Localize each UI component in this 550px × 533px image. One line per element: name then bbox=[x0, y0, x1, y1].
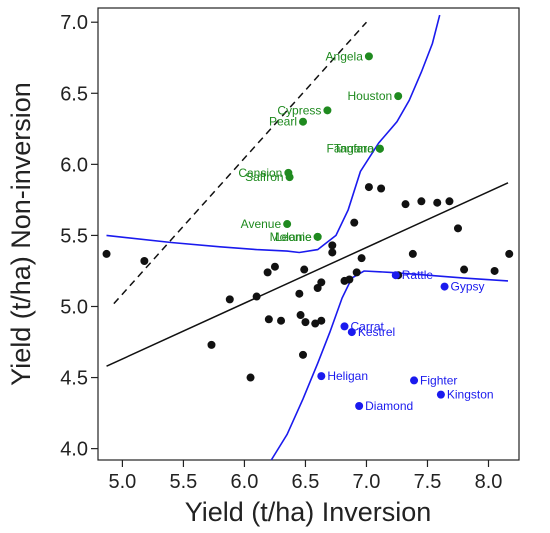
y-tick-label: 7.0 bbox=[60, 12, 88, 34]
data-point bbox=[246, 373, 255, 382]
data-point bbox=[301, 318, 310, 327]
curve-2 bbox=[270, 270, 509, 461]
data-point bbox=[408, 249, 417, 258]
plot-area-frame bbox=[97, 7, 520, 461]
point-label-cypress: Cypress bbox=[277, 103, 321, 117]
y-axis-title: Yield (t/ha) Non-inversion bbox=[6, 82, 36, 386]
data-point bbox=[357, 254, 366, 263]
point-carrat bbox=[340, 322, 349, 331]
regression-line bbox=[106, 182, 509, 367]
point-kingston bbox=[436, 390, 445, 399]
data-point bbox=[328, 248, 337, 257]
data-point bbox=[263, 268, 272, 277]
x-tick-label: 7.0 bbox=[353, 471, 381, 493]
data-point bbox=[445, 197, 454, 206]
point-saffron bbox=[285, 173, 294, 182]
x-axis: 5.0 5.5 6.0 6.5 7.0 7.5 8.0 bbox=[108, 460, 502, 493]
data-point bbox=[350, 218, 359, 227]
point-pearl bbox=[299, 117, 308, 126]
point-label-houston: Houston bbox=[347, 89, 392, 103]
y-axis: 4.0 4.5 5.0 5.5 6.0 6.5 7.0 bbox=[60, 12, 98, 461]
data-point bbox=[296, 311, 305, 320]
data-point bbox=[453, 224, 462, 233]
point-fighter bbox=[410, 376, 419, 385]
point-label-pearl: Pearl bbox=[269, 115, 297, 129]
curves bbox=[106, 14, 509, 461]
curve-1 bbox=[106, 14, 441, 254]
data-point bbox=[364, 183, 373, 192]
point-label-molanie: Molanie bbox=[270, 230, 312, 244]
y-tick-label: 6.0 bbox=[60, 154, 88, 176]
data-point bbox=[277, 316, 286, 325]
point-label-saffron: Saffron bbox=[245, 170, 283, 184]
point-label-heligan: Heligan bbox=[327, 369, 368, 383]
data-point bbox=[140, 257, 149, 266]
data-point bbox=[270, 262, 279, 271]
point-label-diamond: Diamond bbox=[365, 399, 413, 413]
data-point bbox=[299, 350, 308, 359]
x-tick-label: 7.5 bbox=[414, 471, 442, 493]
point-label-kestrel: Kestrel bbox=[358, 325, 395, 339]
data-point bbox=[505, 249, 514, 258]
data-point bbox=[295, 289, 304, 298]
point-angela bbox=[364, 52, 373, 61]
reference-line bbox=[113, 21, 368, 305]
y-tick-label: 6.5 bbox=[60, 83, 88, 105]
point-kestrel bbox=[347, 328, 356, 337]
point-label-angela: Angela bbox=[326, 49, 364, 63]
point-gypsy bbox=[440, 282, 449, 291]
point-label-kingston: Kingston bbox=[447, 388, 494, 402]
data-point bbox=[225, 295, 234, 304]
point-label-fangano: Fangano bbox=[327, 142, 375, 156]
data-point bbox=[313, 284, 322, 293]
data-point bbox=[311, 319, 320, 328]
point-label-cansion: Cansion bbox=[238, 166, 282, 180]
point-fangano bbox=[375, 144, 384, 153]
data-point bbox=[317, 278, 326, 287]
data-point bbox=[433, 198, 442, 207]
x-tick-label: 5.0 bbox=[108, 471, 136, 493]
point-heligan bbox=[317, 372, 326, 381]
data-point bbox=[460, 265, 469, 274]
x-tick-label: 8.0 bbox=[475, 471, 503, 493]
data-point bbox=[317, 316, 326, 325]
point-label-fighter: Fighter bbox=[420, 373, 457, 387]
point-cypress bbox=[323, 106, 332, 115]
data-point bbox=[417, 197, 426, 206]
data-point bbox=[490, 266, 499, 275]
x-tick-label: 5.5 bbox=[170, 471, 198, 493]
data-point bbox=[207, 340, 216, 349]
point-avenue bbox=[283, 220, 292, 229]
lines bbox=[106, 21, 509, 367]
x-tick-label: 6.5 bbox=[292, 471, 320, 493]
point-houston bbox=[394, 92, 403, 101]
point-leome bbox=[313, 232, 322, 241]
y-tick-label: 4.5 bbox=[60, 368, 88, 390]
data-point bbox=[377, 184, 386, 193]
data-point bbox=[252, 292, 261, 301]
y-tick-label: 5.5 bbox=[60, 225, 88, 247]
point-label-tanfara: Tanfara bbox=[334, 142, 374, 156]
data-point bbox=[328, 241, 337, 250]
point-label-carrat: Carrat bbox=[350, 319, 384, 333]
data-point bbox=[401, 200, 410, 209]
point-label-rattle: Rattle bbox=[402, 268, 434, 282]
data-point bbox=[102, 249, 111, 258]
data-point bbox=[352, 268, 361, 277]
point-diamond bbox=[355, 401, 364, 410]
data-point bbox=[300, 265, 309, 274]
point-label-leome: Leome bbox=[275, 230, 312, 244]
point-label-gypsy: Gypsy bbox=[451, 280, 485, 294]
data-point bbox=[264, 315, 273, 324]
data-point bbox=[345, 275, 354, 284]
point-rattle bbox=[391, 271, 400, 280]
y-tick-label: 4.0 bbox=[60, 439, 88, 461]
point-label-avenue: Avenue bbox=[241, 217, 282, 231]
x-axis-title: Yield (t/ha) Inversion bbox=[185, 497, 432, 527]
x-tick-label: 6.0 bbox=[231, 471, 259, 493]
y-tick-label: 5.0 bbox=[60, 296, 88, 318]
